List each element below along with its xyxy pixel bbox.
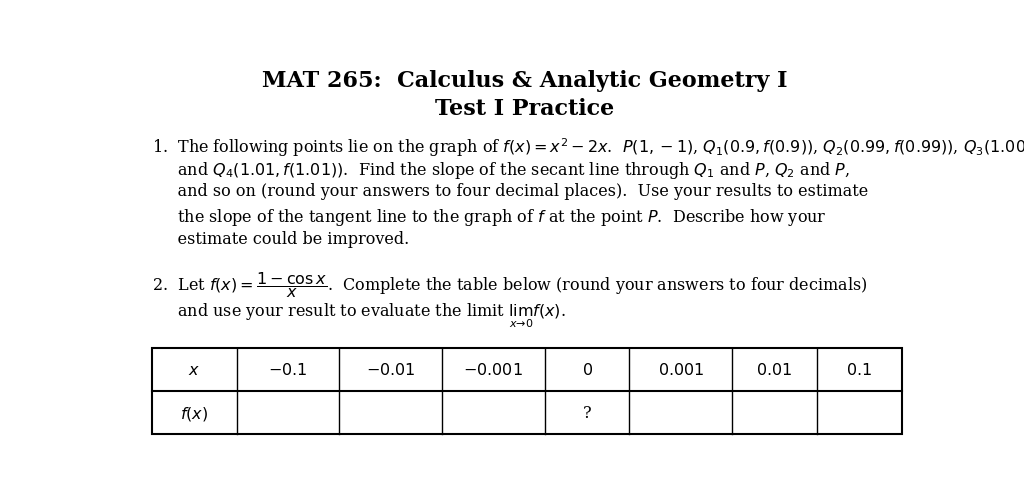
Text: $x$: $x$: [188, 361, 201, 378]
Text: MAT 265:  Calculus & Analytic Geometry I: MAT 265: Calculus & Analytic Geometry I: [262, 70, 787, 92]
Text: and so on (round your answers to four decimal places).  Use your results to esti: and so on (round your answers to four de…: [152, 183, 868, 200]
Text: ?: ?: [583, 404, 592, 421]
Text: $-0.001$: $-0.001$: [464, 361, 523, 378]
Text: 2.  Let $f(x) = \dfrac{1-\cos x}{x}$.  Complete the table below (round your answ: 2. Let $f(x) = \dfrac{1-\cos x}{x}$. Com…: [152, 269, 867, 299]
Text: $-0.1$: $-0.1$: [268, 361, 307, 378]
Text: estimate could be improved.: estimate could be improved.: [152, 230, 409, 247]
Text: $0$: $0$: [582, 361, 593, 378]
Text: $-0.01$: $-0.01$: [366, 361, 416, 378]
Text: $f(x)$: $f(x)$: [180, 404, 208, 422]
Text: and use your result to evaluate the limit $\lim_{x \to 0} f(x)$.: and use your result to evaluate the limi…: [152, 301, 565, 329]
Bar: [152, 348, 902, 434]
Text: $0.01$: $0.01$: [757, 361, 793, 378]
Text: $0.1$: $0.1$: [847, 361, 872, 378]
Text: and $Q_4(1.01, f(1.01))$.  Find the slope of the secant line through $Q_1$ and $: and $Q_4(1.01, f(1.01))$. Find the slope…: [152, 159, 850, 180]
Text: the slope of the tangent line to the graph of $f$ at the point $P$.  Describe ho: the slope of the tangent line to the gra…: [152, 206, 826, 227]
Text: 1.  The following points lie on the graph of $f(x) = x^2-2x$.  $P(1,-1)$, $Q_1(0: 1. The following points lie on the graph…: [152, 136, 1024, 158]
Text: $0.001$: $0.001$: [657, 361, 703, 378]
Text: Test I Practice: Test I Practice: [435, 98, 614, 120]
